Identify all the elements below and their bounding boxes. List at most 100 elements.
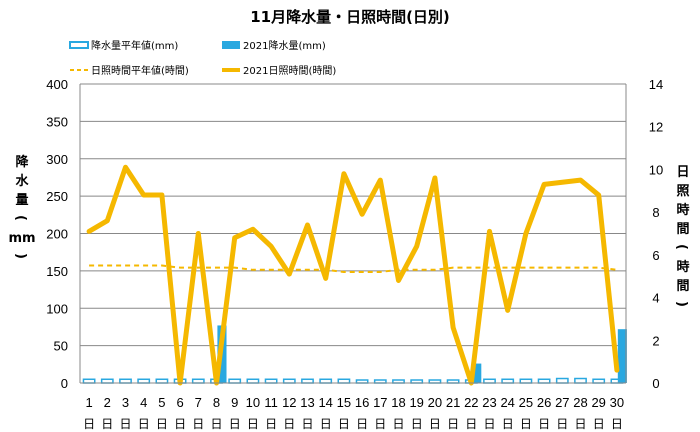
x-tick-label: 12 [282,395,296,410]
x-tick-label: 11 [264,395,278,410]
axis-title-char: 時 [676,202,689,218]
y-right-tick-label: 8 [652,205,659,220]
x-tick-label: 28 [573,395,587,410]
legend-label-precip-2021: 2021降水量(mm) [243,39,326,52]
precip-2021-bars [217,325,627,383]
precip-normal-bar [228,378,242,384]
x-tick-label: 19 [409,395,423,410]
x-tick-label: 5 [158,395,165,410]
legend-label-sun-2021: 2021日照時間(時間) [243,65,336,77]
precip-normal-bar [555,377,569,384]
precip-normal-bar [119,378,132,384]
x-tick-label: 30 [610,395,624,410]
legend-label-precip-normal: 降水量平年値(mm) [91,39,178,52]
x-tick-label: 27 [555,395,569,410]
axis-title-char: 量 [15,193,28,208]
x-tick-day-suffix: 日 [229,417,241,431]
precip-normal-bar [337,378,351,384]
x-tick-day-suffix: 日 [283,417,295,431]
y-right-tick-label: 6 [652,248,659,263]
x-tick-label: 8 [213,395,220,410]
y-left-tick-label: 0 [61,376,68,391]
precip-normal-bar [137,378,151,384]
y-right-tick-label: 14 [649,77,663,92]
x-tick-label: 6 [176,395,183,410]
x-tick-label: 14 [318,395,332,410]
axis-title-char: 照 [676,184,689,199]
y-left-tick-label: 200 [46,227,68,242]
x-tick-label: 21 [446,395,460,410]
y-left-axis-title: 降水量 (mm) [8,154,35,259]
precip-normal-bar [100,378,114,384]
x-tick-label: 10 [246,395,260,410]
y-right-ticks: 0 2 4 6 8 10 12 14 [649,77,663,391]
sunshine-normal-series-line [89,264,618,273]
x-tick-day-suffix: 日 [411,417,423,431]
axis-title-char: 日 [676,165,689,180]
axis-title-char: 間 [676,222,689,237]
precip-normal-bars [82,377,624,384]
x-tick-day-suffix: 日 [447,417,459,431]
x-tick-day-suffix: 日 [356,417,368,431]
chart-title: 11月降水量・日照時間(日別) [250,8,450,26]
y-right-tick-label: 0 [652,376,659,391]
y-left-tick-label: 300 [46,152,68,167]
x-tick-label: 1 [85,395,92,410]
x-tick-day-suffix: 日 [138,417,150,431]
x-tick-day-suffix: 日 [174,417,186,431]
axis-title-char: 時 [676,259,689,275]
precip-2021-bar [617,329,627,383]
x-tick-day-suffix: 日 [611,417,623,431]
precip-normal-bar [246,378,260,384]
precip-normal-bar [519,378,533,384]
x-tick-label: 4 [140,395,147,410]
y-right-tick-label: 2 [652,333,659,348]
x-tick-label: 25 [519,395,533,410]
y-left-tick-label: 150 [46,264,68,279]
precip-normal-bar [483,378,496,384]
axis-title-char: ) [674,301,689,307]
axis-title-char: ( [13,215,28,221]
sunshine-normal-line [89,264,618,273]
x-tick-label: 15 [337,395,351,410]
axis-title-char: 水 [15,173,29,189]
precip-normal-bar [501,378,515,384]
y-right-tick-label: 4 [652,291,659,306]
axis-title-char: 間 [676,279,689,294]
x-tick-day-suffix: 日 [574,417,586,431]
precip-normal-bar [264,378,278,384]
sunshine-2021-line [86,164,620,386]
precip-normal-bar [574,377,587,384]
x-tick-label: 23 [482,395,496,410]
legend-swatch-precip-2021 [222,41,240,49]
x-tick-day-suffix: 日 [83,417,95,431]
axes [79,84,627,384]
sunshine-2021-series-line [86,164,620,386]
x-tick-day-suffix: 日 [502,417,514,431]
axis-title-char: ) [13,253,28,259]
x-tick-label: 26 [537,395,551,410]
y-right-tick-label: 12 [649,120,663,135]
x-tick-label: 7 [195,395,202,410]
x-tick-label: 13 [300,395,314,410]
y-right-tick-label: 10 [649,162,663,177]
x-tick-label: 20 [428,395,442,410]
x-tick-day-suffix: 日 [156,417,168,431]
x-tick-day-suffix: 日 [101,417,113,431]
x-tick-day-suffix: 日 [338,417,350,431]
precip-normal-bar [537,378,551,384]
x-tick-day-suffix: 日 [320,417,332,431]
x-tick-label: 29 [591,395,605,410]
y-left-tick-label: 50 [54,339,68,354]
y-left-tick-label: 250 [46,189,68,204]
x-tick-day-suffix: 日 [210,417,222,431]
x-tick-day-suffix: 日 [483,417,495,431]
precip-normal-bar [592,378,606,384]
x-tick-label: 16 [355,395,369,410]
x-tick-label: 2 [104,395,111,410]
x-tick-day-suffix: 日 [520,417,532,431]
x-tick-day-suffix: 日 [556,417,568,431]
x-tick-label: 18 [391,395,405,410]
